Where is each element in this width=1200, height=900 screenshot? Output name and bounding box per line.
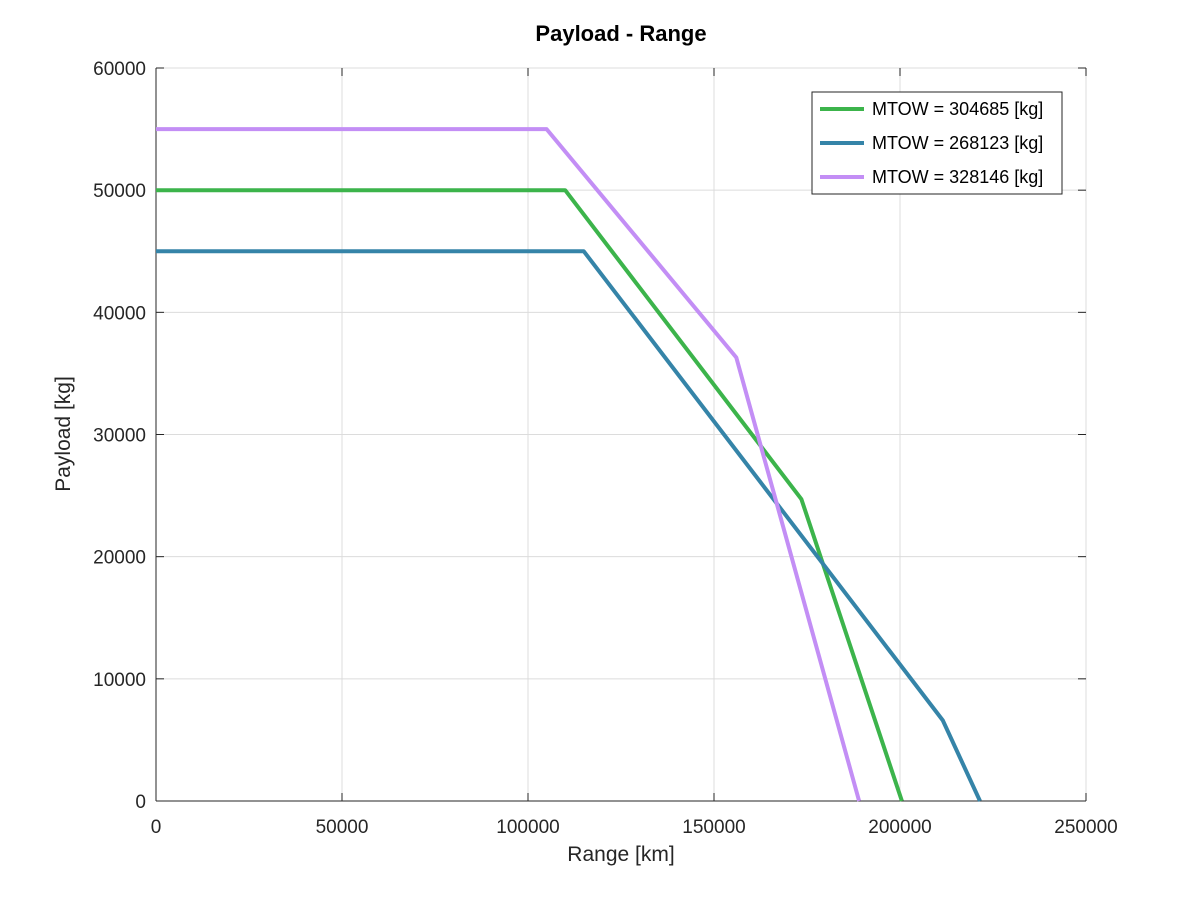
x-tick-label-5: 250000 bbox=[1054, 817, 1117, 838]
x-tick-label-1: 50000 bbox=[316, 817, 369, 838]
legend-label-1: MTOW = 268123 [kg] bbox=[872, 133, 1043, 153]
y-tick-label-0: 0 bbox=[135, 792, 146, 813]
y-axis-label: Payload [kg] bbox=[52, 376, 75, 492]
y-tick-label-3: 30000 bbox=[93, 426, 146, 447]
chart-title: Payload - Range bbox=[535, 21, 706, 46]
y-tick-label-4: 40000 bbox=[93, 303, 146, 324]
series-lines bbox=[156, 127, 982, 802]
legend: MTOW = 304685 [kg] MTOW = 268123 [kg] MTOW… bbox=[811, 91, 1063, 195]
y-axis-ticks: 0 10000 20000 30000 40000 50000 60000 bbox=[93, 59, 1086, 813]
legend-label-2: MTOW = 328146 [kg] bbox=[872, 167, 1043, 187]
x-tick-label-4: 200000 bbox=[868, 817, 931, 838]
x-tick-label-3: 150000 bbox=[682, 817, 745, 838]
x-axis-ticks: 0 50000 100000 150000 200000 250000 bbox=[151, 68, 1118, 838]
series-line-1 bbox=[156, 249, 982, 802]
y-tick-label-6: 60000 bbox=[93, 59, 146, 80]
x-tick-label-2: 100000 bbox=[496, 817, 559, 838]
y-tick-label-2: 20000 bbox=[93, 548, 146, 569]
series-line-0 bbox=[156, 188, 904, 802]
y-tick-label-1: 10000 bbox=[93, 670, 146, 691]
x-tick-label-0: 0 bbox=[151, 817, 162, 838]
y-tick-label-5: 50000 bbox=[93, 181, 146, 202]
series-line-2 bbox=[156, 127, 862, 802]
legend-label-0: MTOW = 304685 [kg] bbox=[872, 99, 1043, 119]
x-axis-label: Range [km] bbox=[567, 843, 674, 866]
